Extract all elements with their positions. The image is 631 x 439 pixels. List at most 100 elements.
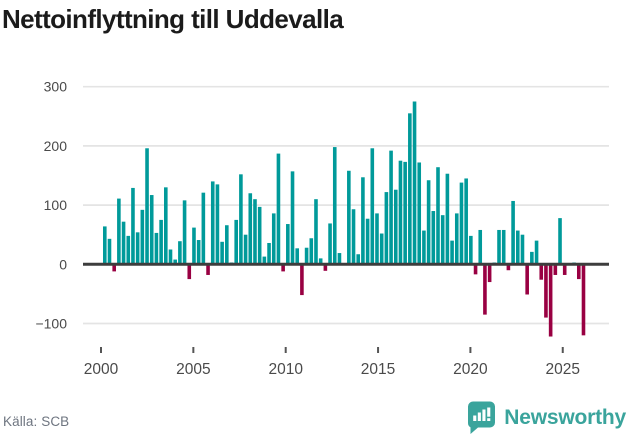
bar-96 [553, 264, 558, 275]
bar-41 [295, 248, 300, 265]
logo-bar-2 [478, 412, 482, 421]
bar-24 [215, 184, 220, 265]
y-tick-label-200: 200 [44, 138, 68, 154]
bar-53 [351, 209, 356, 265]
bar-89 [520, 234, 525, 265]
bar-73 [445, 173, 450, 265]
bar-12 [159, 219, 163, 265]
bar-92 [534, 240, 539, 265]
bar-6 [131, 187, 135, 265]
bar-43 [304, 247, 309, 265]
y-tick-label-−100: −100 [35, 316, 67, 332]
bar-94 [544, 264, 548, 318]
chart-title: Nettoinflyttning till Uddevalla [2, 4, 344, 34]
x-tick-label-2015: 2015 [361, 361, 395, 378]
bar-68 [422, 230, 426, 265]
logo-exclamation-dot [487, 418, 491, 421]
bar-36 [271, 213, 276, 265]
bar-4 [121, 221, 126, 265]
bar-26 [225, 225, 229, 265]
bar-54 [356, 254, 361, 265]
bar-2 [112, 264, 116, 272]
bar-1 [107, 238, 112, 265]
bar-14 [168, 249, 173, 265]
bar-19 [192, 227, 196, 265]
bar-3 [117, 198, 121, 265]
bar-60 [384, 192, 389, 265]
bar-91 [530, 251, 534, 265]
bar-33 [257, 206, 262, 265]
bar-70 [431, 211, 436, 265]
bar-0 [103, 226, 107, 265]
bar-21 [201, 192, 206, 265]
bar-39 [286, 224, 290, 265]
bar-93 [539, 264, 544, 280]
bar-8 [140, 209, 145, 265]
bar-62 [393, 189, 398, 265]
bar-5 [126, 235, 131, 265]
bar-38 [281, 264, 285, 272]
bar-45 [314, 199, 318, 265]
bar-56 [365, 218, 370, 265]
newsworthy-logo: Newsworthy [467, 401, 626, 434]
bar-97 [558, 218, 562, 265]
bar-32 [253, 199, 257, 265]
newsworthy-logo-icon [468, 401, 496, 434]
bar-76 [459, 182, 464, 265]
bar-18 [187, 264, 192, 280]
bar-40 [290, 171, 295, 265]
bar-69 [426, 180, 431, 265]
bar-98 [562, 264, 567, 275]
brand-name: Newsworthy [504, 405, 626, 429]
bar-71 [436, 167, 440, 265]
y-tick-label-100: 100 [44, 197, 68, 213]
logo-bar-1 [473, 415, 477, 421]
bar-81 [483, 264, 487, 315]
bar-95 [548, 264, 553, 337]
bar-65 [408, 113, 412, 265]
bar-42 [300, 264, 304, 296]
bar-74 [450, 240, 454, 265]
bar-44 [309, 238, 314, 265]
bar-75 [454, 213, 459, 265]
bar-58 [375, 213, 379, 265]
bar-31 [248, 193, 253, 265]
bar-102 [581, 264, 586, 336]
logo-bar-3 [482, 409, 486, 421]
bar-13 [164, 187, 168, 265]
bar-47 [323, 264, 328, 271]
bar-55 [361, 177, 365, 265]
bar-90 [525, 264, 529, 295]
bar-63 [398, 160, 403, 265]
bar-87 [511, 200, 515, 265]
x-tick-label-2010: 2010 [268, 361, 303, 378]
bar-15 [173, 259, 177, 265]
bar-10 [149, 195, 154, 265]
bar-25 [220, 241, 224, 265]
x-tick-label-2000: 2000 [84, 361, 119, 378]
source-note: Källa: SCB [3, 414, 70, 429]
bar-48 [328, 223, 332, 265]
bar-7 [135, 232, 140, 265]
bar-35 [267, 242, 271, 265]
bar-79 [473, 264, 478, 275]
bar-84 [497, 229, 501, 265]
bar-11 [154, 232, 159, 265]
bar-61 [389, 150, 393, 265]
x-tick-label-2025: 2025 [546, 361, 580, 378]
x-tick-label-2020: 2020 [453, 361, 488, 378]
logo-bubble [468, 401, 496, 434]
bar-9 [145, 148, 149, 265]
bar-64 [403, 161, 407, 265]
y-tick-label-0: 0 [59, 256, 67, 272]
bar-50 [337, 253, 342, 265]
bar-101 [576, 264, 581, 280]
bar-28 [234, 219, 238, 265]
bar-82 [487, 264, 492, 283]
x-tick-label-2005: 2005 [176, 361, 210, 378]
bar-67 [417, 162, 422, 265]
bar-86 [506, 264, 511, 271]
bar-78 [469, 235, 473, 265]
